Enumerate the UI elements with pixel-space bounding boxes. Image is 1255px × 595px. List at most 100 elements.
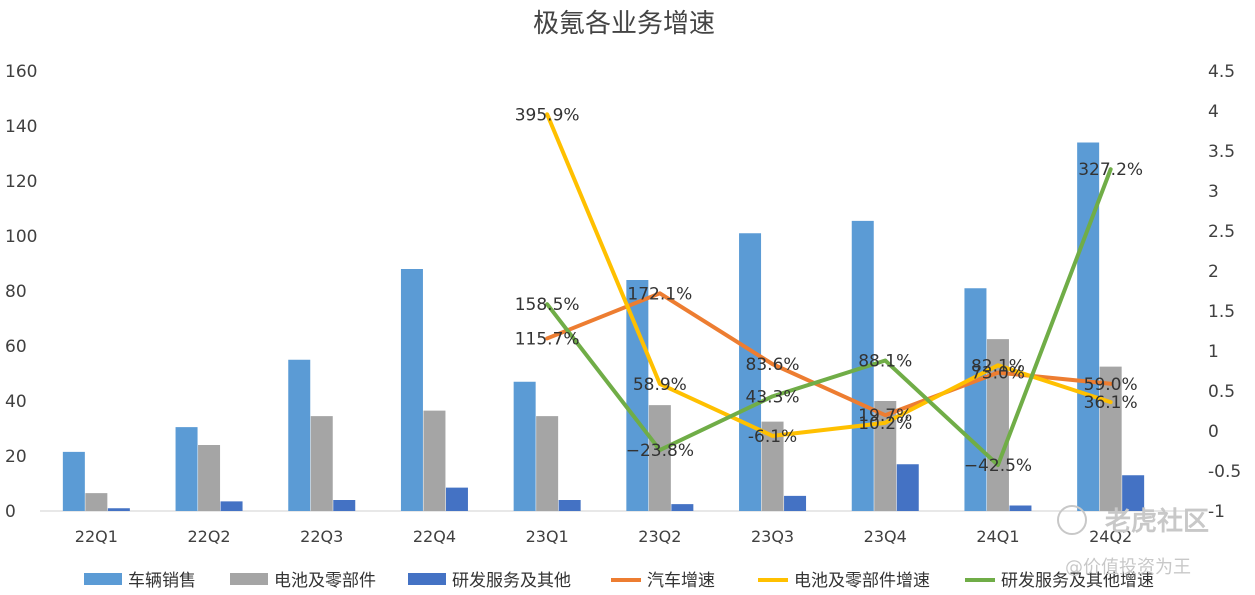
legend-swatch	[230, 573, 268, 585]
data-label: 88.1%	[858, 352, 912, 372]
category-labels: 22Q1 22Q2 22Q3 22Q4 23Q1 23Q2 23Q3 23Q4 24Q1 24Q2	[75, 527, 1132, 546]
legend-label: 研发服务及其他	[452, 571, 571, 591]
series-line	[545, 291, 1113, 418]
data-labels: 115.7% 172.1% 83.6% 19.7% 73.0% 59.0% 395.9% 58…	[515, 105, 1143, 476]
right-y-axis: -1 -0.5 0 0.5 1 1.5 2 2.5 3 3.5 4 4.5	[1208, 62, 1241, 522]
bar	[784, 495, 807, 511]
left-tick-label: 80	[5, 282, 27, 302]
bar	[513, 381, 536, 511]
bar	[1122, 475, 1145, 511]
bar	[761, 421, 784, 511]
left-tick-label: 60	[5, 337, 27, 357]
left-tick-label: 140	[5, 117, 37, 137]
bar	[739, 233, 762, 511]
data-label: 172.1%	[627, 284, 692, 304]
right-tick-label: 2.5	[1208, 222, 1235, 242]
category-label: 24Q1	[976, 527, 1019, 546]
data-label: 19.7%	[858, 406, 912, 426]
data-label: 73.0%	[971, 364, 1025, 384]
bar	[1099, 366, 1122, 511]
bar	[1077, 142, 1100, 511]
right-tick-label: 3.5	[1208, 142, 1235, 162]
category-label: 23Q2	[638, 527, 681, 546]
bar	[536, 416, 559, 511]
category-label: 23Q3	[751, 527, 794, 546]
category-label: 24Q2	[1089, 527, 1132, 546]
legend-label: 研发服务及其他增速	[1001, 571, 1154, 591]
legend-label: 车辆销售	[128, 571, 196, 591]
category-label: 22Q4	[413, 527, 456, 546]
data-label: -6.1%	[748, 427, 797, 447]
left-y-axis: 0 20 40 60 80 100 120 140 160	[5, 62, 37, 522]
bar	[964, 288, 987, 511]
left-tick-label: 120	[5, 172, 37, 192]
left-tick-label: 40	[5, 392, 27, 412]
legend-label: 汽车增速	[647, 571, 715, 591]
right-tick-label: 4.5	[1208, 62, 1235, 82]
right-tick-label: 1	[1208, 342, 1219, 362]
left-tick-label: 160	[5, 62, 37, 82]
data-label: 115.7%	[515, 329, 580, 349]
right-tick-label: -0.5	[1208, 462, 1241, 482]
bar	[107, 508, 130, 511]
category-label: 23Q4	[864, 527, 907, 546]
bar	[445, 487, 468, 511]
data-label: 327.2%	[1078, 160, 1143, 180]
data-label: 10.2%	[858, 414, 912, 434]
bar	[400, 269, 423, 511]
right-tick-label: 1.5	[1208, 302, 1235, 322]
bar	[220, 501, 243, 511]
right-tick-label: 3	[1208, 182, 1219, 202]
bar	[648, 405, 671, 511]
data-label: −42.5%	[964, 456, 1032, 476]
data-label: 59.0%	[1084, 375, 1138, 395]
right-tick-label: 2	[1208, 262, 1219, 282]
category-label: 22Q2	[187, 527, 230, 546]
data-label: −23.8%	[626, 441, 694, 461]
data-label: 82.1%	[971, 356, 1025, 376]
legend-swatch	[408, 573, 446, 585]
bar	[175, 427, 198, 511]
chart-title: 极氪各业务增速	[533, 9, 715, 39]
legend-label: 电池及零部件	[274, 571, 376, 591]
right-tick-label: 0	[1208, 422, 1219, 442]
left-tick-label: 20	[5, 447, 27, 467]
bar	[423, 410, 446, 511]
category-label: 22Q3	[300, 527, 343, 546]
bar	[874, 401, 897, 511]
bar	[62, 451, 85, 511]
bar	[671, 504, 694, 511]
bar	[986, 339, 1009, 511]
bar	[896, 464, 919, 511]
legend-swatch	[84, 573, 122, 585]
legend-label: 电池及零部件增速	[794, 571, 930, 591]
right-tick-label: 0.5	[1208, 382, 1235, 402]
bar	[1009, 505, 1032, 511]
category-label: 23Q1	[526, 527, 569, 546]
right-tick-label: -1	[1208, 502, 1225, 522]
watermark-tagline: @价值投资为王	[1065, 557, 1191, 578]
left-tick-label: 100	[5, 227, 37, 247]
data-label: 58.9%	[633, 375, 687, 395]
line-series-group	[545, 112, 1113, 467]
bar	[310, 416, 333, 511]
category-label: 22Q1	[75, 527, 118, 546]
data-label: 158.5%	[515, 295, 580, 315]
series-line	[545, 112, 1113, 438]
bar	[85, 493, 108, 511]
bar	[558, 500, 581, 511]
watermark: 老虎社区 @价值投资为王	[1057, 505, 1209, 578]
bar	[333, 500, 356, 511]
bar-series-group	[62, 142, 1145, 511]
left-tick-label: 0	[5, 502, 16, 522]
data-label: 395.9%	[515, 105, 580, 125]
data-label: 43.3%	[746, 387, 800, 407]
watermark-brand: 老虎社区	[1105, 506, 1209, 537]
right-tick-label: 4	[1208, 102, 1219, 122]
legend: 车辆销售 电池及零部件 研发服务及其他 汽车增速 电池及零部件增速 研发服务及其他增速	[84, 571, 1154, 591]
bar	[626, 280, 649, 511]
bar	[288, 359, 311, 511]
series-line	[545, 167, 1113, 467]
data-label: 36.1%	[1084, 393, 1138, 413]
